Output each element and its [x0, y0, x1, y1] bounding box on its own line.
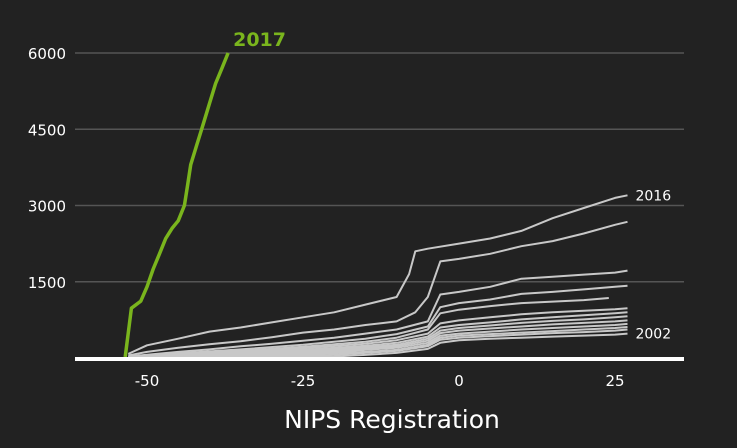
x-tick-label--25: -25 [291, 372, 316, 390]
series-line-2016 [127, 194, 628, 355]
series-label-2002: 2002 [635, 327, 671, 343]
series-line-year-2 [128, 220, 628, 357]
y-tick-label-6000: 6000 [28, 45, 66, 63]
series-lines [127, 194, 628, 359]
x-tick-label-25: 25 [605, 372, 624, 390]
highlight-series [123, 52, 230, 358]
series-line-year-6 [128, 307, 628, 359]
x-axis-label: NIPS Registration [284, 405, 500, 434]
series-line-year-12 [209, 328, 628, 359]
x-tick-label--50: -50 [135, 372, 160, 390]
series-line-year-5 [128, 297, 609, 358]
series-line-2002 [271, 332, 628, 359]
series-line-year-9 [128, 319, 628, 359]
gridlines [75, 52, 684, 283]
series-line-year-4 [128, 284, 628, 358]
y-tick-label-4500: 4500 [28, 121, 66, 139]
series-line-year-3 [128, 269, 628, 358]
series-line-year-10 [146, 322, 628, 359]
y-tick-label-3000: 3000 [28, 198, 66, 216]
series-line-year-11 [178, 326, 628, 359]
series-end-labels: 2016 2002 2017 [233, 29, 671, 343]
x-tick-label-0: 0 [454, 372, 464, 390]
series-label-2016: 2016 [635, 188, 671, 204]
series-label-2017: 2017 [233, 29, 286, 51]
y-tick-labels: 1500 3000 4500 6000 [28, 45, 66, 292]
y-tick-label-1500: 1500 [28, 274, 66, 292]
x-tick-labels: -50 -25 0 25 [135, 372, 625, 390]
series-line-2017 [123, 52, 230, 358]
